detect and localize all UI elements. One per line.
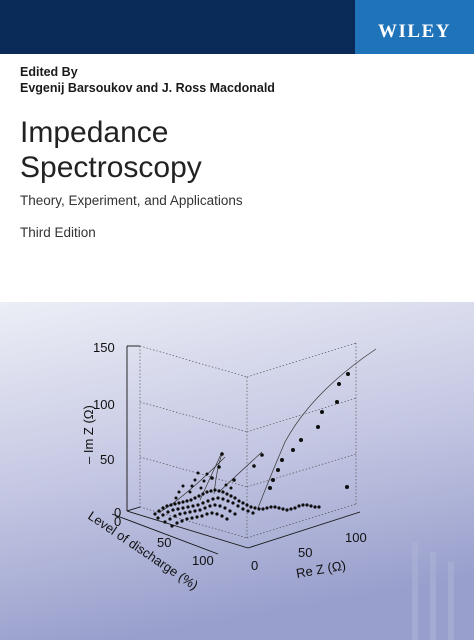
y-tick-label: 0 bbox=[114, 514, 121, 529]
x-tick-label: 100 bbox=[345, 530, 367, 545]
edition-label: Third Edition bbox=[20, 225, 96, 240]
publisher-logo-block: WILEY bbox=[355, 0, 474, 54]
edited-by-label: Edited By bbox=[20, 65, 78, 79]
y-tick-label: 100 bbox=[192, 553, 214, 568]
publisher-logo: WILEY bbox=[378, 21, 451, 42]
z-tick-label: 0 bbox=[114, 505, 121, 520]
plot-axes bbox=[111, 345, 361, 555]
z-tick-label: 50 bbox=[100, 452, 114, 467]
z-axis-title: – Im Z (Ω) bbox=[81, 405, 96, 464]
x-axis-tick-labels: 0 50 100 bbox=[251, 530, 367, 573]
editors: Evgenij Barsoukov and J. Ross Macdonald bbox=[20, 81, 275, 95]
decorative-shadows bbox=[412, 542, 454, 640]
plot-background bbox=[0, 302, 474, 640]
x-tick-label: 50 bbox=[298, 545, 312, 560]
impedance-3d-plot-illustration: 150 100 50 0 0 50 100 0 50 100 – Im Z (Ω… bbox=[0, 302, 474, 640]
y-axis-tick-labels: 0 50 100 bbox=[114, 514, 214, 568]
book-title-line-1: Impedance bbox=[20, 116, 169, 149]
y-tick-label: 50 bbox=[157, 535, 171, 550]
z-axis-tick-labels: 150 100 50 0 bbox=[93, 340, 121, 520]
book-subtitle: Theory, Experiment, and Applications bbox=[20, 193, 243, 208]
data-point-clusters bbox=[153, 471, 321, 528]
x-tick-label: 0 bbox=[251, 558, 258, 573]
publisher-bar: WILEY bbox=[0, 0, 474, 54]
fitted-curves bbox=[159, 348, 377, 513]
z-tick-label: 150 bbox=[93, 340, 115, 355]
z-tick-label: 100 bbox=[93, 397, 115, 412]
data-points bbox=[210, 372, 350, 490]
book-title-line-2: Spectroscopy bbox=[20, 151, 202, 184]
